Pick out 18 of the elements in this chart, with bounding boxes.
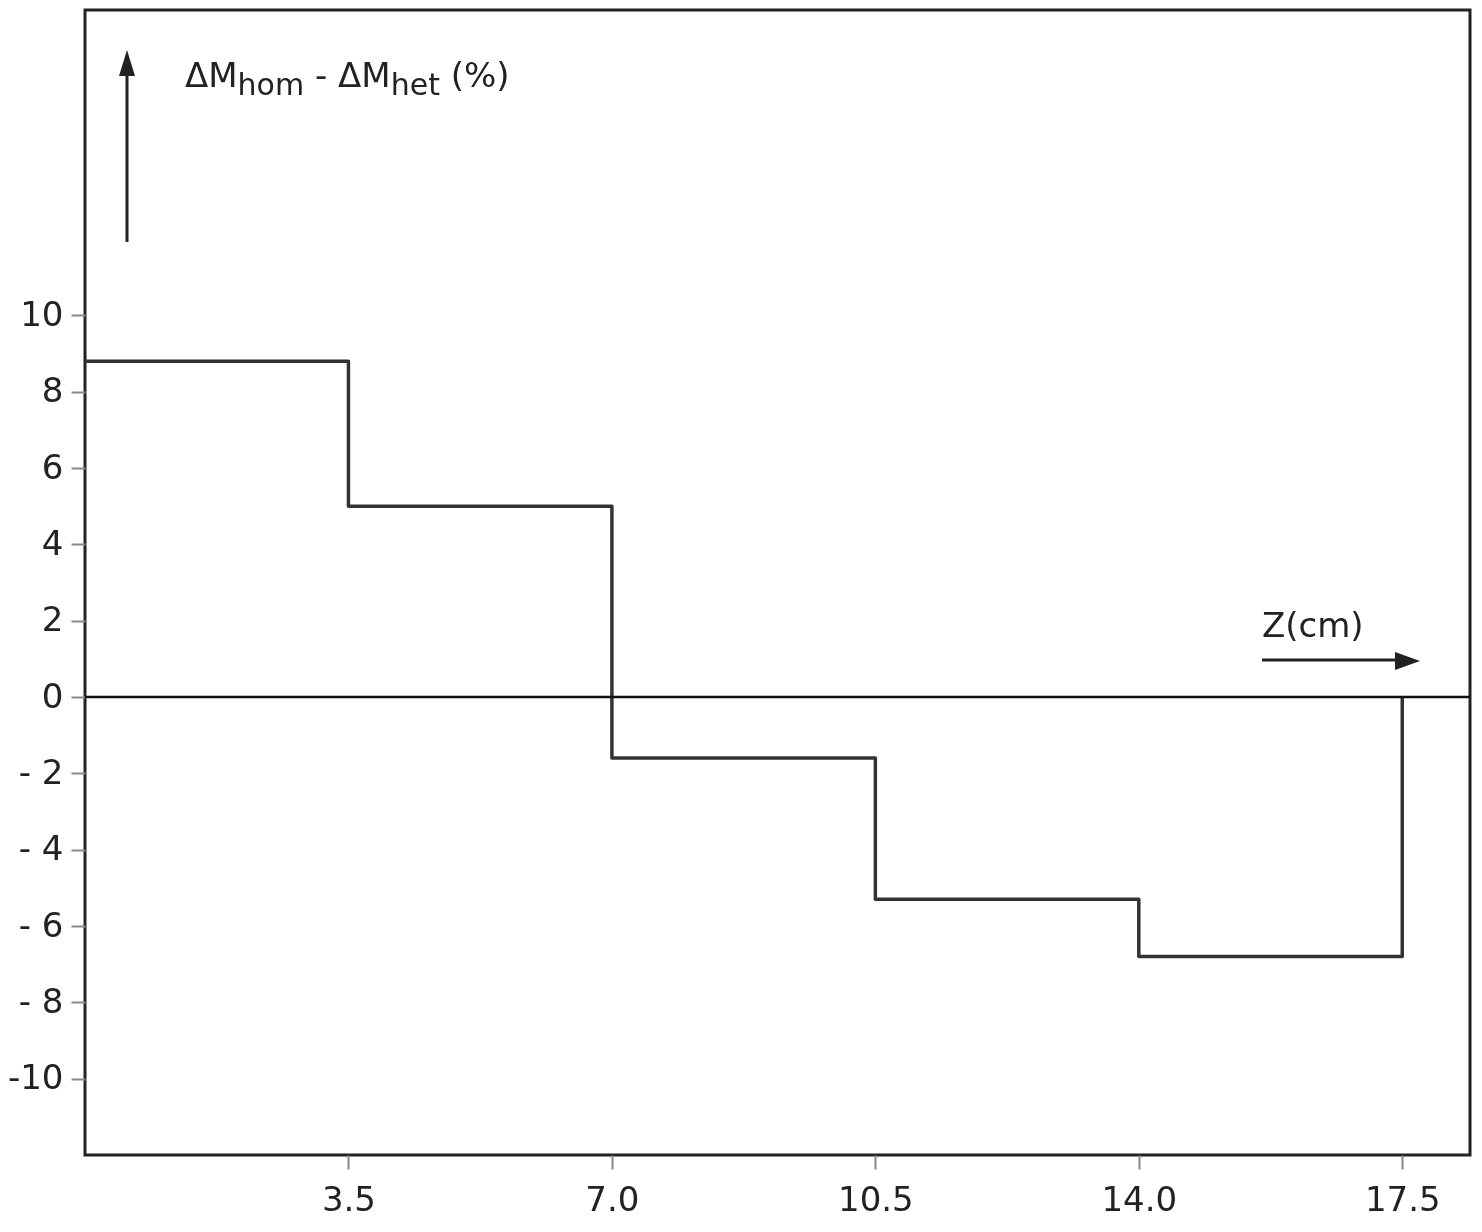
y-tick-label: 2 [41,599,64,640]
y-tick-label: -10 [7,1057,64,1098]
x-tick-label: 3.5 [321,1178,376,1219]
x-tick-label: 10.5 [838,1178,914,1219]
y-tick-label: 0 [41,675,64,716]
x-tick-label: 7.0 [585,1178,640,1219]
y-axis-title: ΔM$_{hom}$ - ΔM$_{het}$ (%) [185,55,510,102]
y-tick-label: - 6 [18,904,64,945]
y-tick-label: 10 [20,293,64,334]
y-tick-label: 8 [41,370,64,411]
y-tick-label: 4 [41,522,64,563]
y-tick-label: - 4 [18,828,64,869]
x-tick-label: 17.5 [1364,1178,1441,1219]
y-tick-label: - 8 [18,980,64,1021]
y-tick-label: 6 [41,446,64,487]
x-axis-title: Z(cm) [1262,605,1364,645]
x-tick-label: 14.0 [1101,1178,1178,1219]
y-tick-label: - 2 [18,751,64,792]
